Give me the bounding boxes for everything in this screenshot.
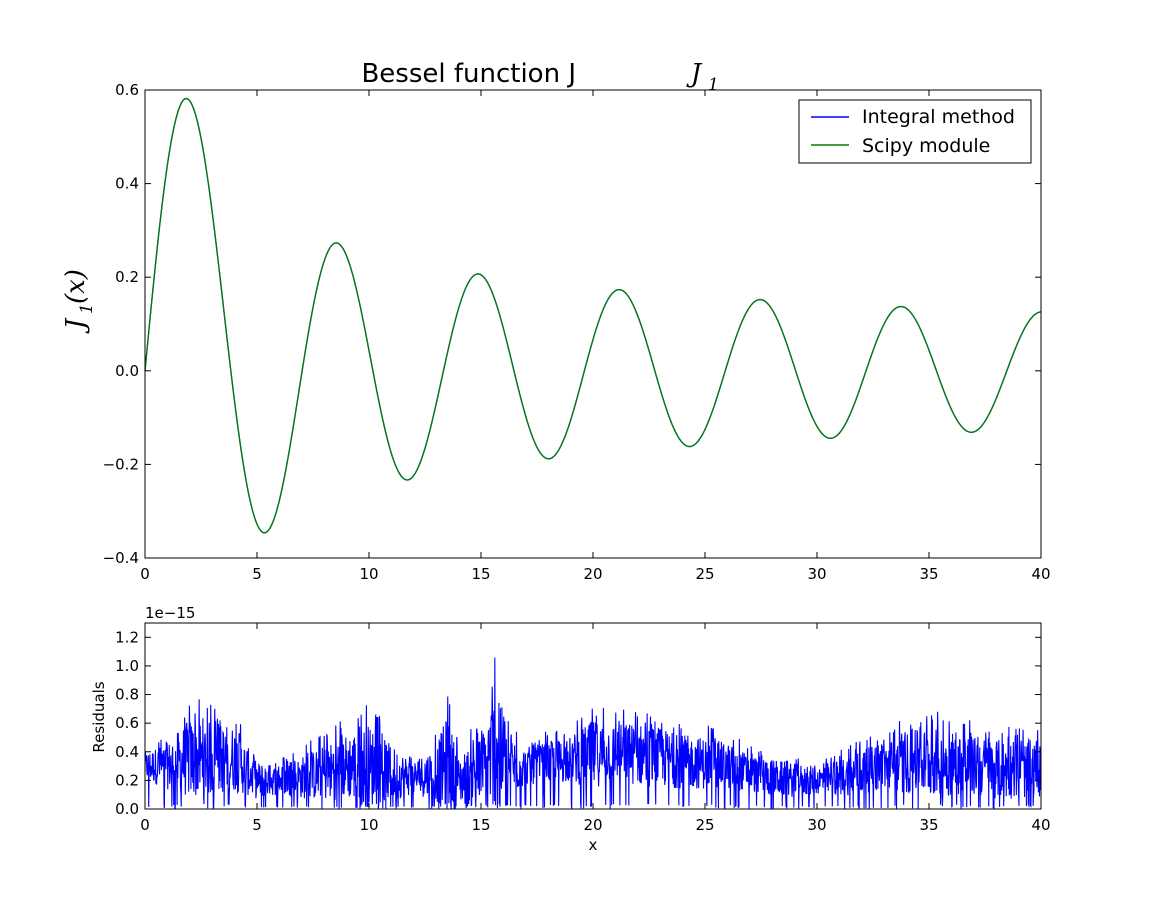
top-xtick-label: 25: [695, 565, 714, 583]
bottom-xtick-label: 25: [695, 816, 714, 834]
bottom-xtick-label: 15: [471, 816, 490, 834]
top-ytick-label: 0.4: [115, 175, 139, 193]
top-chart: Bessel function J J 1 0 5 10 15 20 25 30 35 40 −0…: [61, 59, 1051, 583]
top-ytick-label: 0.2: [115, 268, 139, 286]
bottom-xtick-label: 0: [140, 816, 150, 834]
bottom-xlabel: x: [589, 836, 598, 854]
bottom-ytick-label: 1.0: [115, 657, 139, 675]
bottom-xtick-label: 5: [252, 816, 262, 834]
top-xtick-label: 30: [807, 565, 826, 583]
chart-title-math-j: J: [686, 59, 703, 89]
top-xtick-label: 5: [252, 565, 262, 583]
residuals-line: [144, 657, 1042, 810]
bottom-xtick-label: 35: [919, 816, 938, 834]
top-ylabel: J 1 (x): [61, 269, 97, 334]
top-xtick-label: 10: [359, 565, 378, 583]
legend-label-scipy-module: Scipy module: [862, 135, 990, 157]
bottom-ticks-group: 0 5 10 15 20 25 30 35 40 0.0 0.2 0.4 0.6 0.8 1.0 1.2: [115, 623, 1051, 834]
bottom-ytick-label: 0.8: [115, 686, 139, 704]
top-ylabel-j: J: [61, 317, 91, 334]
series-line-scipy-module: [144, 97, 1042, 534]
bottom-xtick-label: 20: [583, 816, 602, 834]
bottom-xtick-label: 40: [1031, 816, 1050, 834]
top-series-group: [144, 97, 1042, 534]
top-xtick-label: 0: [140, 565, 150, 583]
top-ytick-label: −0.2: [103, 455, 139, 473]
bottom-ytick-label: 0.6: [115, 714, 139, 732]
top-xtick-label: 15: [471, 565, 490, 583]
bottom-ytick-label: 0.0: [115, 800, 139, 818]
chart-title-subscript: 1: [708, 75, 719, 95]
legend: Integral method Scipy module: [798, 99, 1032, 164]
top-ytick-label: 0.0: [115, 362, 139, 380]
top-ylabel-suffix: (x): [61, 269, 91, 304]
top-ticks-group: 0 5 10 15 20 25 30 35 40 −0.4 −0.2 0.0 0.2 0.4 0.6: [103, 81, 1051, 583]
top-ytick-label: −0.4: [103, 549, 139, 567]
bottom-xtick-label: 30: [807, 816, 826, 834]
top-ylabel-subscript: 1: [77, 303, 97, 314]
bottom-ytick-label: 1.2: [115, 628, 139, 646]
residuals-scale-note: 1e−15: [145, 604, 195, 622]
bottom-chart: 0 5 10 15 20 25 30 35 40 0.0 0.2 0.4 0.6 0.8 1.0 1.2 1e…: [90, 604, 1051, 854]
legend-box: [798, 99, 1032, 164]
top-xtick-label: 40: [1031, 565, 1050, 583]
bottom-series-group: [144, 657, 1042, 810]
top-xtick-label: 20: [583, 565, 602, 583]
bottom-xtick-label: 10: [359, 816, 378, 834]
bottom-ytick-label: 0.2: [115, 771, 139, 789]
top-xtick-label: 35: [919, 565, 938, 583]
bottom-ytick-label: 0.4: [115, 743, 139, 761]
chart-title: Bessel function J: [361, 59, 576, 89]
legend-label-integral-method: Integral method: [862, 106, 1015, 128]
bottom-ylabel: Residuals: [90, 681, 108, 752]
top-ytick-label: 0.6: [115, 81, 139, 99]
